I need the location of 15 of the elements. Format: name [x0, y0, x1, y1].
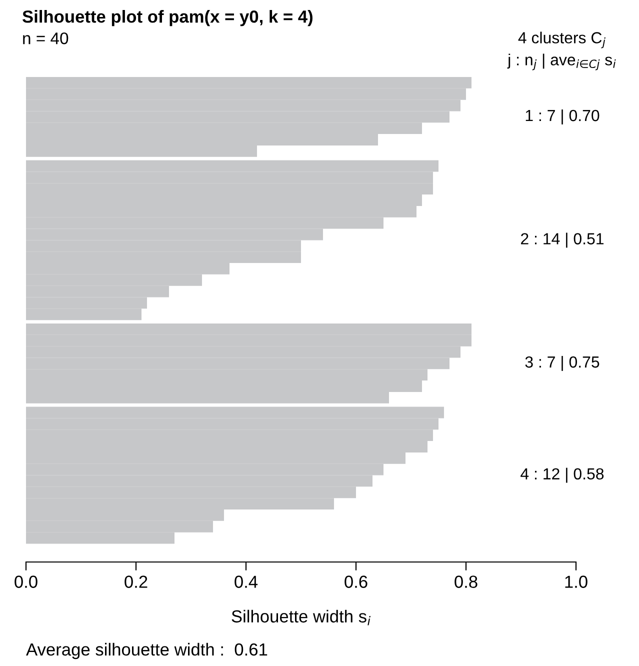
- text: Average silhouette width : 0.61: [26, 642, 268, 660]
- x-tick-label: 0.8: [454, 576, 478, 588]
- x-tick-label: 1.0: [565, 576, 588, 588]
- text: 3 : 7 | 0.75: [525, 356, 600, 371]
- x-tick-label: 0.0: [14, 576, 38, 588]
- text: 2 : 14 | 0.51: [521, 232, 604, 248]
- chart-subtitle: n = 40: [23, 32, 68, 44]
- x-tick-label: 0.6: [344, 576, 368, 588]
- text: 4 : 12 | 0.58: [520, 468, 604, 483]
- text: 4 clusters C$_{j}$ j : n$_{j}$ | ave$_{i∈Cj}$ s$_{i}$: [507, 32, 616, 70]
- text: 1 : 7 | 0.70: [526, 109, 600, 124]
- x-tick-label: 0.2: [124, 576, 148, 588]
- x-tick-label: 0.4: [234, 576, 258, 588]
- chart-title: Silhouette plot of pam(x = y0, k = 4): [22, 10, 312, 26]
- x-axis-title: Silhouette width s$_{i}$: [232, 610, 371, 626]
